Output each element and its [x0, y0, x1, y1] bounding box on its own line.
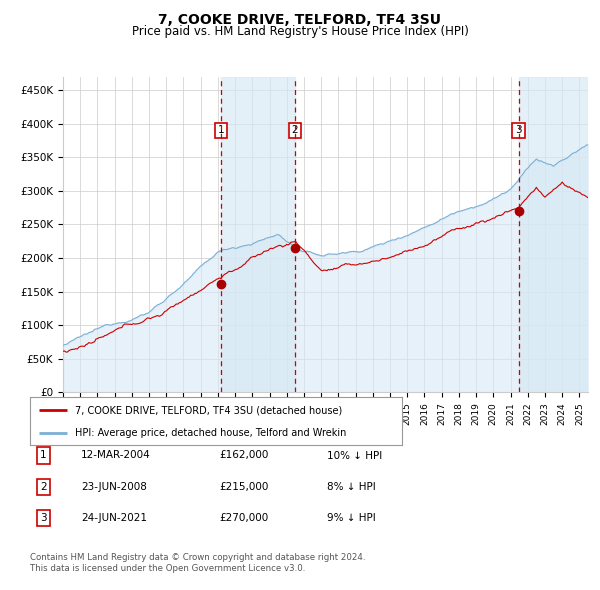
- Text: 1: 1: [218, 126, 224, 136]
- Text: 8% ↓ HPI: 8% ↓ HPI: [327, 482, 376, 491]
- Text: 3: 3: [40, 513, 47, 523]
- Text: £215,000: £215,000: [219, 482, 268, 491]
- Text: This data is licensed under the Open Government Licence v3.0.: This data is licensed under the Open Gov…: [30, 565, 305, 573]
- Text: HPI: Average price, detached house, Telford and Wrekin: HPI: Average price, detached house, Telf…: [74, 428, 346, 438]
- Text: 7, COOKE DRIVE, TELFORD, TF4 3SU (detached house): 7, COOKE DRIVE, TELFORD, TF4 3SU (detach…: [74, 405, 342, 415]
- Text: Contains HM Land Registry data © Crown copyright and database right 2024.: Contains HM Land Registry data © Crown c…: [30, 553, 365, 562]
- Text: 7, COOKE DRIVE, TELFORD, TF4 3SU: 7, COOKE DRIVE, TELFORD, TF4 3SU: [158, 13, 442, 27]
- Text: 9% ↓ HPI: 9% ↓ HPI: [327, 513, 376, 523]
- Text: Price paid vs. HM Land Registry's House Price Index (HPI): Price paid vs. HM Land Registry's House …: [131, 25, 469, 38]
- Text: 24-JUN-2021: 24-JUN-2021: [81, 513, 147, 523]
- Text: 10% ↓ HPI: 10% ↓ HPI: [327, 451, 382, 460]
- Text: 2: 2: [292, 126, 298, 136]
- Text: £162,000: £162,000: [219, 451, 268, 460]
- Bar: [518, 77, 588, 392]
- Text: £270,000: £270,000: [219, 513, 268, 523]
- Text: 23-JUN-2008: 23-JUN-2008: [81, 482, 147, 491]
- Text: 3: 3: [515, 126, 522, 136]
- Text: 12-MAR-2004: 12-MAR-2004: [81, 451, 151, 460]
- Text: 1: 1: [40, 451, 47, 460]
- Text: 2: 2: [40, 482, 47, 491]
- Bar: [221, 77, 295, 392]
